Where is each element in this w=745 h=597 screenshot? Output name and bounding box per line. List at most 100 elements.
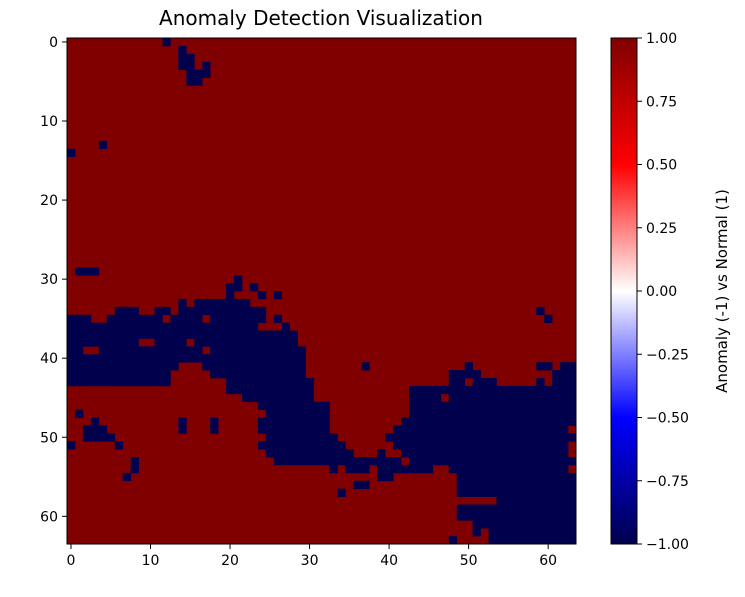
anomaly-cell [456,425,465,434]
anomaly-cell [512,512,521,521]
anomaly-cell [273,441,283,450]
anomaly-cell [114,441,124,450]
anomaly-cell [90,377,100,387]
anomaly-cell [536,449,545,458]
anomaly-cell [528,409,537,418]
anomaly-cell [528,457,537,466]
anomaly-cell [289,409,298,418]
anomaly-cell [472,385,481,395]
y-tick-label: 50 [40,430,58,446]
anomaly-cell [552,401,561,410]
anomaly-cell [432,441,442,450]
anomaly-cell [520,480,529,490]
anomaly-cell [552,433,561,442]
anomaly-cell [377,472,386,482]
anomaly-cell [504,488,513,497]
anomaly-cell [432,433,442,442]
anomaly-cell [234,377,243,387]
colorbar-tick-label: −0.50 [646,411,689,427]
anomaly-cell [122,354,131,363]
anomaly-cell [202,322,211,331]
anomaly-cell [464,393,473,403]
anomaly-cell [456,472,465,482]
anomaly-cell [560,433,569,442]
anomaly-cell [241,314,251,323]
anomaly-cell [353,480,362,490]
anomaly-cell [560,449,569,458]
anomaly-cell [544,464,553,474]
anomaly-cell [560,536,569,545]
anomaly-cell [170,338,179,347]
anomaly-cell [281,330,291,339]
anomaly-cell [241,377,251,387]
anomaly-cell [74,314,84,323]
anomaly-cell [234,385,243,395]
anomaly-cell [488,441,497,450]
anomaly-cell [424,409,434,418]
anomaly-cell [202,330,211,339]
anomaly-cell [122,377,131,387]
anomaly-cell [170,354,179,363]
anomaly-cell [416,385,426,395]
anomaly-cell [552,504,561,513]
colorbar: 1.00 0.75 0.50 0.25 0.00 −0.25 −0.50 −0.75 −1.00… [610,31,731,553]
anomaly-cell [361,457,370,466]
anomaly-cell [393,464,402,474]
anomaly-cell [472,393,481,403]
anomaly-cell [90,267,100,276]
anomaly-cell [154,314,163,323]
anomaly-cell [448,401,458,410]
anomaly-cell [67,330,76,339]
anomaly-cell [560,464,569,474]
anomaly-cell [321,457,330,466]
anomaly-cell [186,77,195,86]
anomaly-cell [544,433,553,442]
anomaly-cell [281,370,291,379]
anomaly-cell [536,385,545,395]
anomaly-cell [472,512,481,521]
anomaly-cell [281,377,291,387]
anomaly-cell [106,330,116,339]
anomaly-cell [210,354,219,363]
anomaly-cell [568,433,577,442]
colorbar-ticks: 1.00 0.75 0.50 0.25 0.00 −0.25 −0.50 −0.75 −1.00 [637,31,689,553]
anomaly-cell [297,433,306,442]
anomaly-cell [504,520,513,529]
anomaly-cell [329,441,338,450]
anomaly-cell [281,362,291,371]
anomaly-cell [90,338,100,347]
anomaly-cell [512,433,521,442]
anomaly-cell [536,504,545,513]
anomaly-cell [552,520,561,529]
anomaly-cell [114,306,124,316]
anomaly-cell [98,362,108,371]
anomaly-cell [528,401,537,410]
anomaly-cell [448,449,458,458]
anomaly-cell [162,346,171,355]
anomaly-cell [456,377,465,387]
anomaly-cell [464,464,473,474]
anomaly-cell [512,393,521,403]
anomaly-cell [265,377,275,387]
anomaly-cell [480,393,489,403]
anomaly-cell [305,401,314,410]
anomaly-cell [552,472,561,482]
anomaly-cell [154,322,163,331]
anomaly-cell [512,488,521,497]
anomaly-cell [560,528,569,537]
anomaly-cell [82,425,92,434]
anomaly-cell [186,306,195,316]
anomaly-cell [401,417,410,426]
anomaly-cell [249,314,259,323]
anomaly-cell [464,425,473,434]
anomaly-cell [504,449,513,458]
anomaly-cell [552,385,561,395]
anomaly-cell [281,322,291,331]
anomaly-cell [202,61,211,70]
anomaly-cell [265,433,275,442]
anomaly-cell [234,322,243,331]
anomaly-cell [122,370,131,379]
anomaly-cell [130,370,139,379]
anomaly-cell [552,441,561,450]
anomaly-cell [520,528,529,537]
